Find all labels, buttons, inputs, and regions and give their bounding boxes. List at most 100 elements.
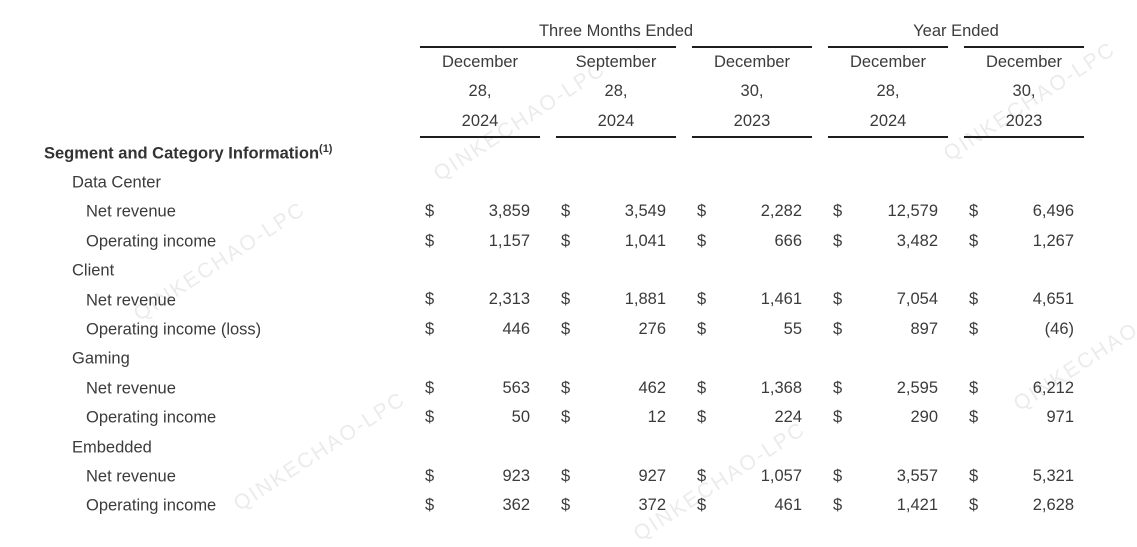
cell-value: 224: [774, 407, 802, 426]
cell-value: (46): [1044, 319, 1074, 338]
row-label: Operating income: [86, 232, 217, 251]
value-pair: $563: [420, 379, 540, 398]
cell-value: 3,482: [896, 231, 938, 250]
dollar-sign: $: [697, 496, 707, 515]
cell-value: 1,881: [624, 290, 666, 309]
dollar-sign: $: [833, 319, 843, 338]
value-pair: $1,041: [556, 232, 676, 251]
row-label: Net revenue: [86, 379, 176, 398]
column-header-line: December: [441, 53, 519, 71]
cell-value: 923: [502, 466, 530, 485]
dollar-sign: $: [425, 319, 435, 338]
column-header-line: 30,: [1012, 82, 1036, 101]
value-pair: $3,557: [828, 467, 948, 486]
dollar-sign: $: [969, 407, 979, 426]
cell-value: 1,041: [624, 231, 666, 250]
table-row: Segment and Category Information(1): [0, 138, 1137, 167]
column-rule: [420, 136, 540, 139]
header-rule: [828, 46, 948, 48]
header-rule: [964, 46, 1084, 48]
cell-value: 1,368: [760, 378, 802, 397]
value-pair: $3,549: [556, 202, 676, 221]
cell-value: 4,651: [1032, 290, 1074, 309]
value-pair: $50: [420, 408, 540, 427]
column-header-dec-30-2023-q: December 30, 2023: [692, 48, 812, 136]
column-header-line: 2024: [597, 111, 635, 130]
row-label: Operating income: [86, 496, 217, 515]
cell-value: 1,057: [760, 466, 802, 485]
cell-value: 55: [783, 319, 802, 338]
value-pair: $12: [556, 408, 676, 427]
row-label: Net revenue: [86, 467, 176, 486]
cell-value: 3,557: [896, 466, 938, 485]
column-header-dec-30-2023-y: December 30, 2023: [964, 48, 1084, 136]
row-label: Operating income (loss): [86, 320, 262, 339]
header-rule: [420, 46, 676, 48]
dollar-sign: $: [697, 202, 707, 221]
dollar-sign: $: [425, 290, 435, 309]
dollar-sign: $: [969, 466, 979, 485]
row-label: Net revenue: [86, 291, 176, 310]
cell-value: 290: [910, 407, 938, 426]
dollar-sign: $: [833, 231, 843, 250]
cell-value: 1,157: [488, 231, 530, 250]
table-body: Segment and Category Information(1) Data…: [0, 138, 1137, 520]
value-pair: $3,859: [420, 202, 540, 221]
cell-value: 6,496: [1032, 202, 1074, 221]
dollar-sign: $: [697, 378, 707, 397]
row-label: Segment and Category Information: [44, 144, 320, 163]
table-row: Operating income $1,157 $1,041 $666 $3,4…: [0, 226, 1137, 255]
dollar-sign: $: [697, 231, 707, 250]
row-label: Data Center: [72, 173, 161, 192]
group-header-year-ended: Year Ended: [913, 22, 999, 40]
dollar-sign: $: [425, 378, 435, 397]
cell-value: 1,461: [760, 290, 802, 309]
value-pair: $461: [692, 496, 812, 515]
dollar-sign: $: [561, 378, 571, 397]
table-row: Data Center: [0, 168, 1137, 197]
cell-value: 12,579: [887, 202, 938, 221]
cell-value: 897: [910, 319, 938, 338]
value-pair: $462: [556, 379, 676, 398]
table-row: Client: [0, 256, 1137, 285]
row-label-cell: Net revenue: [0, 378, 420, 399]
cell-value: 276: [638, 319, 666, 338]
column-header-line: December: [849, 53, 927, 71]
table-row: Embedded: [0, 432, 1137, 461]
dollar-sign: $: [969, 378, 979, 397]
value-pair: $2,628: [964, 496, 1084, 515]
value-pair: $276: [556, 320, 676, 339]
row-label-cell: Operating income (loss): [0, 319, 420, 340]
column-header-line: 2023: [733, 111, 771, 130]
value-pair: $927: [556, 467, 676, 486]
value-pair: $1,461: [692, 290, 812, 309]
dollar-sign: $: [561, 319, 571, 338]
value-pair: $224: [692, 408, 812, 427]
row-label-cell: Net revenue: [0, 466, 420, 487]
row-label-sup: (1): [319, 142, 333, 155]
cell-value: 971: [1046, 407, 1074, 426]
value-pair: $4,651: [964, 290, 1084, 309]
dollar-sign: $: [833, 378, 843, 397]
column-header-line: December: [985, 53, 1063, 71]
cell-value: 7,054: [896, 290, 938, 309]
cell-value: 372: [638, 496, 666, 515]
value-pair: $971: [964, 408, 1084, 427]
cell-value: 666: [774, 231, 802, 250]
row-label-cell: Data Center: [0, 172, 420, 193]
cell-value: 446: [502, 319, 530, 338]
value-pair: $3,482: [828, 232, 948, 251]
dollar-sign: $: [561, 202, 571, 221]
value-pair: $12,579: [828, 202, 948, 221]
value-pair: $1,368: [692, 379, 812, 398]
row-label: Embedded: [72, 438, 152, 457]
value-pair: $6,212: [964, 379, 1084, 398]
segment-results-table: Three Months Ended Year Ended December 2…: [0, 2, 1137, 520]
dollar-sign: $: [425, 466, 435, 485]
cell-value: 3,859: [488, 202, 530, 221]
dollar-sign: $: [561, 466, 571, 485]
dollar-sign: $: [833, 290, 843, 309]
table-row: Operating income $50 $12 $224 $290 $971: [0, 403, 1137, 432]
column-header-line: 28,: [604, 82, 628, 101]
